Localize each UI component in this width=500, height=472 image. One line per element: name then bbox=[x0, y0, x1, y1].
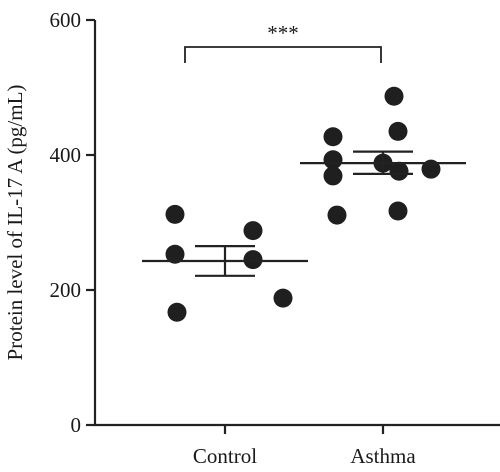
data-point bbox=[327, 205, 347, 225]
data-point bbox=[243, 250, 263, 270]
significance-label: *** bbox=[267, 21, 299, 45]
data-point bbox=[243, 221, 263, 241]
y-tick-label: 0 bbox=[71, 413, 82, 437]
x-category-label: Control bbox=[193, 444, 257, 468]
x-categories: Control Asthma bbox=[193, 425, 416, 468]
axes bbox=[93, 20, 500, 427]
data-point bbox=[384, 86, 404, 106]
x-category-label: Asthma bbox=[350, 444, 416, 468]
data-point bbox=[165, 244, 185, 264]
data-point bbox=[273, 288, 293, 308]
mean-sem-bars bbox=[142, 150, 466, 277]
y-tick-label: 200 bbox=[50, 278, 82, 302]
data-point bbox=[421, 159, 441, 179]
data-point bbox=[165, 204, 185, 224]
significance-bracket bbox=[184, 46, 382, 63]
y-ticks: 0 200 400 600 bbox=[50, 8, 95, 437]
data-point bbox=[389, 161, 409, 181]
data-point bbox=[323, 127, 343, 147]
data-point bbox=[388, 201, 408, 221]
data-point bbox=[323, 150, 343, 170]
data-point bbox=[388, 121, 408, 141]
y-axis-title: Protein level of IL-17 A (pg/mL) bbox=[3, 85, 27, 361]
data-point bbox=[323, 166, 343, 186]
data-point bbox=[167, 302, 187, 322]
data-points bbox=[165, 86, 441, 322]
significance-annotation: *** bbox=[184, 21, 382, 63]
y-tick-label: 400 bbox=[50, 143, 82, 167]
y-tick-label: 600 bbox=[50, 8, 82, 32]
